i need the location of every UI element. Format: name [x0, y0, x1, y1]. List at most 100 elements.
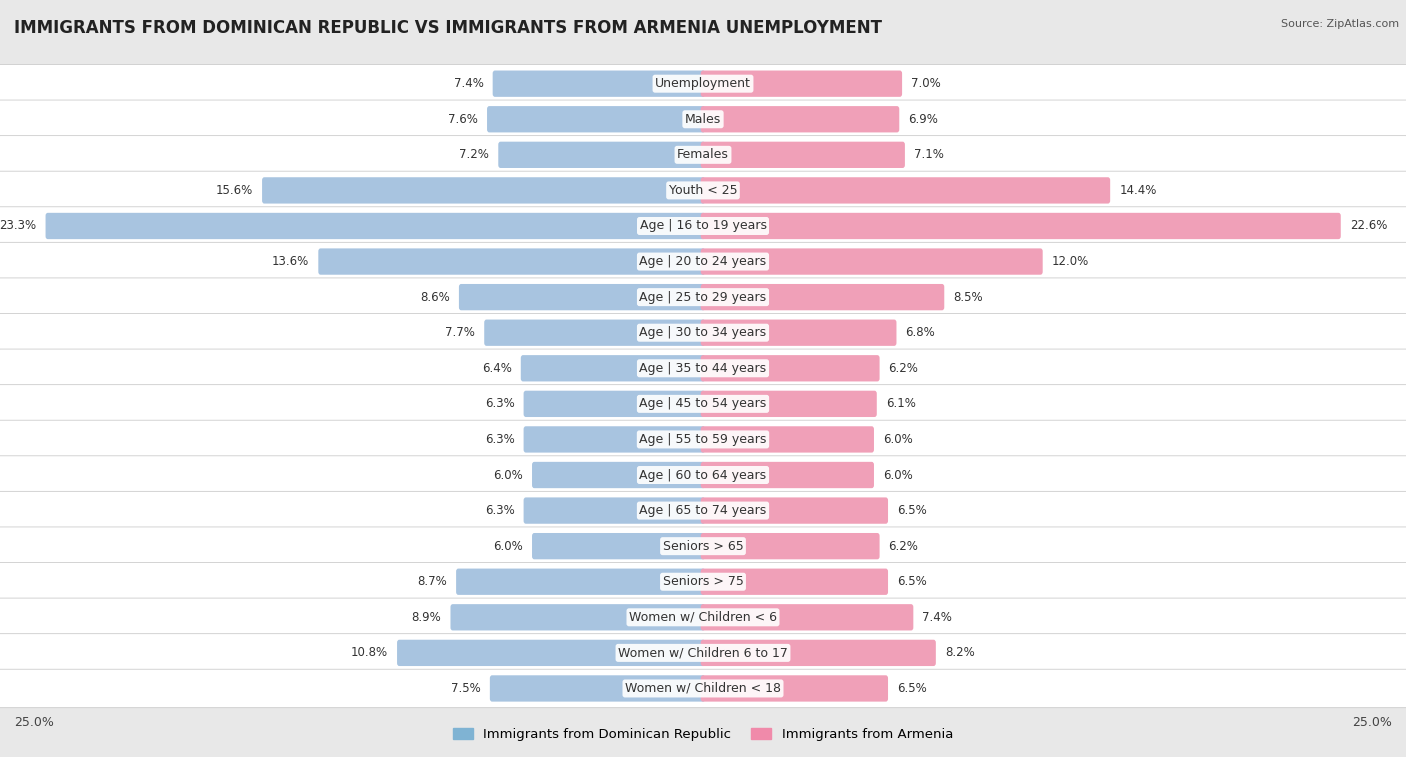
Text: 6.2%: 6.2% [889, 540, 918, 553]
Text: 12.0%: 12.0% [1052, 255, 1088, 268]
FancyBboxPatch shape [700, 106, 900, 132]
FancyBboxPatch shape [700, 640, 936, 666]
FancyBboxPatch shape [0, 491, 1406, 530]
FancyBboxPatch shape [450, 604, 706, 631]
FancyBboxPatch shape [700, 426, 875, 453]
FancyBboxPatch shape [0, 349, 1406, 388]
Text: 8.2%: 8.2% [945, 646, 974, 659]
Text: 8.7%: 8.7% [418, 575, 447, 588]
FancyBboxPatch shape [523, 497, 706, 524]
FancyBboxPatch shape [458, 284, 706, 310]
FancyBboxPatch shape [0, 313, 1406, 352]
FancyBboxPatch shape [700, 319, 897, 346]
FancyBboxPatch shape [0, 171, 1406, 210]
Text: Age | 16 to 19 years: Age | 16 to 19 years [640, 220, 766, 232]
FancyBboxPatch shape [486, 106, 706, 132]
Text: Seniors > 75: Seniors > 75 [662, 575, 744, 588]
FancyBboxPatch shape [0, 527, 1406, 565]
Text: 6.5%: 6.5% [897, 504, 927, 517]
FancyBboxPatch shape [0, 634, 1406, 672]
FancyBboxPatch shape [0, 207, 1406, 245]
Text: 6.1%: 6.1% [886, 397, 915, 410]
Text: 8.6%: 8.6% [420, 291, 450, 304]
Text: 6.5%: 6.5% [897, 682, 927, 695]
FancyBboxPatch shape [0, 242, 1406, 281]
Text: 8.5%: 8.5% [953, 291, 983, 304]
Text: 6.2%: 6.2% [889, 362, 918, 375]
FancyBboxPatch shape [492, 70, 706, 97]
Text: 7.2%: 7.2% [460, 148, 489, 161]
FancyBboxPatch shape [0, 136, 1406, 174]
Text: IMMIGRANTS FROM DOMINICAN REPUBLIC VS IMMIGRANTS FROM ARMENIA UNEMPLOYMENT: IMMIGRANTS FROM DOMINICAN REPUBLIC VS IM… [14, 19, 882, 37]
FancyBboxPatch shape [520, 355, 706, 382]
FancyBboxPatch shape [0, 598, 1406, 637]
Text: 15.6%: 15.6% [217, 184, 253, 197]
FancyBboxPatch shape [700, 177, 1111, 204]
FancyBboxPatch shape [700, 497, 889, 524]
Text: 7.6%: 7.6% [449, 113, 478, 126]
Text: 6.3%: 6.3% [485, 504, 515, 517]
Text: 8.9%: 8.9% [412, 611, 441, 624]
Text: Age | 20 to 24 years: Age | 20 to 24 years [640, 255, 766, 268]
FancyBboxPatch shape [396, 640, 706, 666]
FancyBboxPatch shape [700, 533, 880, 559]
Text: 23.3%: 23.3% [0, 220, 37, 232]
Text: 6.3%: 6.3% [485, 433, 515, 446]
Text: Women w/ Children < 18: Women w/ Children < 18 [626, 682, 780, 695]
Text: 7.1%: 7.1% [914, 148, 943, 161]
Text: Unemployment: Unemployment [655, 77, 751, 90]
FancyBboxPatch shape [700, 248, 1043, 275]
Text: Women w/ Children 6 to 17: Women w/ Children 6 to 17 [619, 646, 787, 659]
Text: 6.0%: 6.0% [494, 469, 523, 481]
FancyBboxPatch shape [700, 604, 914, 631]
FancyBboxPatch shape [0, 278, 1406, 316]
FancyBboxPatch shape [45, 213, 706, 239]
Text: 6.9%: 6.9% [908, 113, 938, 126]
FancyBboxPatch shape [0, 64, 1406, 103]
FancyBboxPatch shape [700, 462, 875, 488]
Legend: Immigrants from Dominican Republic, Immigrants from Armenia: Immigrants from Dominican Republic, Immi… [447, 723, 959, 746]
Text: Source: ZipAtlas.com: Source: ZipAtlas.com [1281, 19, 1399, 29]
Text: 6.0%: 6.0% [883, 433, 912, 446]
Text: Age | 30 to 34 years: Age | 30 to 34 years [640, 326, 766, 339]
Text: 6.5%: 6.5% [897, 575, 927, 588]
FancyBboxPatch shape [484, 319, 706, 346]
Text: 13.6%: 13.6% [273, 255, 309, 268]
Text: 25.0%: 25.0% [14, 716, 53, 730]
Text: Youth < 25: Youth < 25 [669, 184, 737, 197]
Text: Age | 60 to 64 years: Age | 60 to 64 years [640, 469, 766, 481]
FancyBboxPatch shape [700, 70, 903, 97]
Text: Age | 25 to 29 years: Age | 25 to 29 years [640, 291, 766, 304]
Text: 6.0%: 6.0% [883, 469, 912, 481]
Text: 7.4%: 7.4% [922, 611, 952, 624]
Text: 7.7%: 7.7% [446, 326, 475, 339]
FancyBboxPatch shape [700, 284, 945, 310]
Text: 6.4%: 6.4% [482, 362, 512, 375]
FancyBboxPatch shape [523, 426, 706, 453]
Text: 6.3%: 6.3% [485, 397, 515, 410]
Text: 6.8%: 6.8% [905, 326, 935, 339]
FancyBboxPatch shape [498, 142, 706, 168]
Text: Age | 45 to 54 years: Age | 45 to 54 years [640, 397, 766, 410]
Text: 7.5%: 7.5% [451, 682, 481, 695]
Text: Women w/ Children < 6: Women w/ Children < 6 [628, 611, 778, 624]
FancyBboxPatch shape [700, 569, 889, 595]
FancyBboxPatch shape [0, 669, 1406, 708]
FancyBboxPatch shape [0, 456, 1406, 494]
FancyBboxPatch shape [0, 562, 1406, 601]
FancyBboxPatch shape [700, 142, 905, 168]
FancyBboxPatch shape [531, 533, 706, 559]
FancyBboxPatch shape [0, 385, 1406, 423]
FancyBboxPatch shape [700, 355, 880, 382]
FancyBboxPatch shape [700, 675, 889, 702]
Text: 7.0%: 7.0% [911, 77, 941, 90]
Text: Seniors > 65: Seniors > 65 [662, 540, 744, 553]
FancyBboxPatch shape [523, 391, 706, 417]
FancyBboxPatch shape [700, 213, 1341, 239]
Text: Age | 55 to 59 years: Age | 55 to 59 years [640, 433, 766, 446]
Text: 25.0%: 25.0% [1353, 716, 1392, 730]
Text: 14.4%: 14.4% [1119, 184, 1157, 197]
Text: Age | 65 to 74 years: Age | 65 to 74 years [640, 504, 766, 517]
Text: 6.0%: 6.0% [494, 540, 523, 553]
FancyBboxPatch shape [0, 100, 1406, 139]
